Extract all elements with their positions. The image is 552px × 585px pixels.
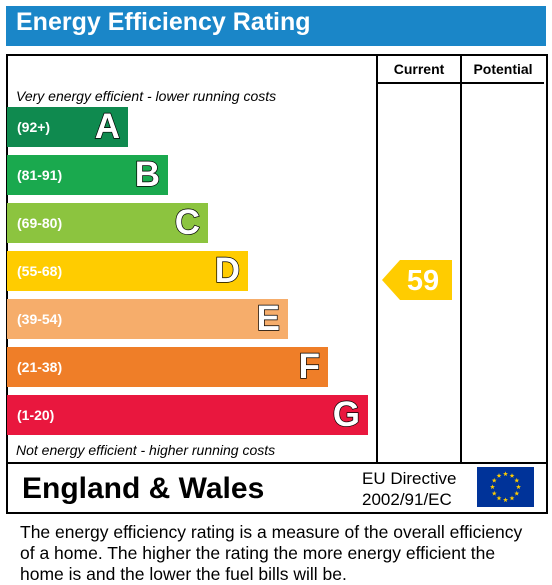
current-column-divider bbox=[376, 54, 378, 462]
band-letter-g: G bbox=[332, 394, 361, 434]
band-bar-e: (39-54) E bbox=[7, 298, 288, 339]
band-range-e: (39-54) bbox=[17, 311, 63, 327]
bottom-note: Not energy efficient - higher running co… bbox=[16, 442, 276, 458]
description-text: The energy efficiency rating is a measur… bbox=[20, 522, 523, 584]
band-bar-f: (21-38) F bbox=[7, 346, 328, 387]
current-column-header: Current bbox=[393, 61, 445, 77]
band-range-g: (1-20) bbox=[17, 407, 55, 423]
band-range-f: (21-38) bbox=[17, 359, 63, 375]
eu-star-icon bbox=[516, 484, 521, 490]
band-letter-e: E bbox=[256, 298, 281, 338]
band-letter-f: F bbox=[298, 346, 321, 386]
eu-star-icon bbox=[496, 473, 502, 478]
band-letter-b: B bbox=[134, 154, 161, 194]
eu-star-icon bbox=[514, 477, 520, 483]
band-range-d: (55-68) bbox=[17, 263, 63, 279]
band-range-a: (92+) bbox=[17, 119, 51, 135]
band-letter-a: A bbox=[94, 106, 121, 146]
band-bar-g: (1-20) G bbox=[7, 394, 368, 435]
chart-title: Energy Efficiency Rating bbox=[16, 8, 311, 36]
region-label: England & Wales bbox=[22, 472, 265, 505]
eu-directive-line1: EU Directive bbox=[362, 469, 457, 488]
current-rating-value: 59 bbox=[406, 265, 440, 297]
eu-star-icon bbox=[503, 497, 508, 503]
band-letter-d: D bbox=[214, 250, 241, 290]
eu-star-icon bbox=[509, 495, 515, 501]
eu-star-icon bbox=[491, 490, 497, 496]
eu-star-icon bbox=[514, 490, 520, 496]
header-bar bbox=[6, 6, 546, 46]
band-bar-c: (69-80) C bbox=[7, 202, 208, 243]
current-rating-arrow bbox=[382, 260, 452, 300]
eu-star-icon bbox=[491, 477, 497, 483]
band-bar-a: (92+) A bbox=[7, 106, 128, 147]
band-bar-b: (81-91) B bbox=[7, 154, 168, 195]
eu-star-icon bbox=[503, 471, 508, 477]
eu-star-icon bbox=[509, 473, 515, 478]
potential-column-divider bbox=[460, 54, 462, 462]
eu-flag-icon bbox=[477, 467, 534, 507]
band-range-b: (81-91) bbox=[17, 167, 63, 183]
eu-directive-line2: 2002/91/EC bbox=[362, 490, 452, 509]
column-header-divider bbox=[376, 82, 544, 84]
potential-column-header: Potential bbox=[473, 61, 533, 77]
band-letter-c: C bbox=[174, 202, 201, 242]
eu-star-icon bbox=[496, 495, 502, 501]
band-range-c: (69-80) bbox=[17, 215, 63, 231]
band-bar-d: (55-68) D bbox=[7, 250, 248, 291]
top-note: Very energy efficient - lower running co… bbox=[16, 88, 277, 104]
eu-star-icon bbox=[490, 484, 495, 490]
eu-directive: EU Directive 2002/91/EC bbox=[362, 468, 456, 510]
footer-divider bbox=[6, 462, 546, 464]
